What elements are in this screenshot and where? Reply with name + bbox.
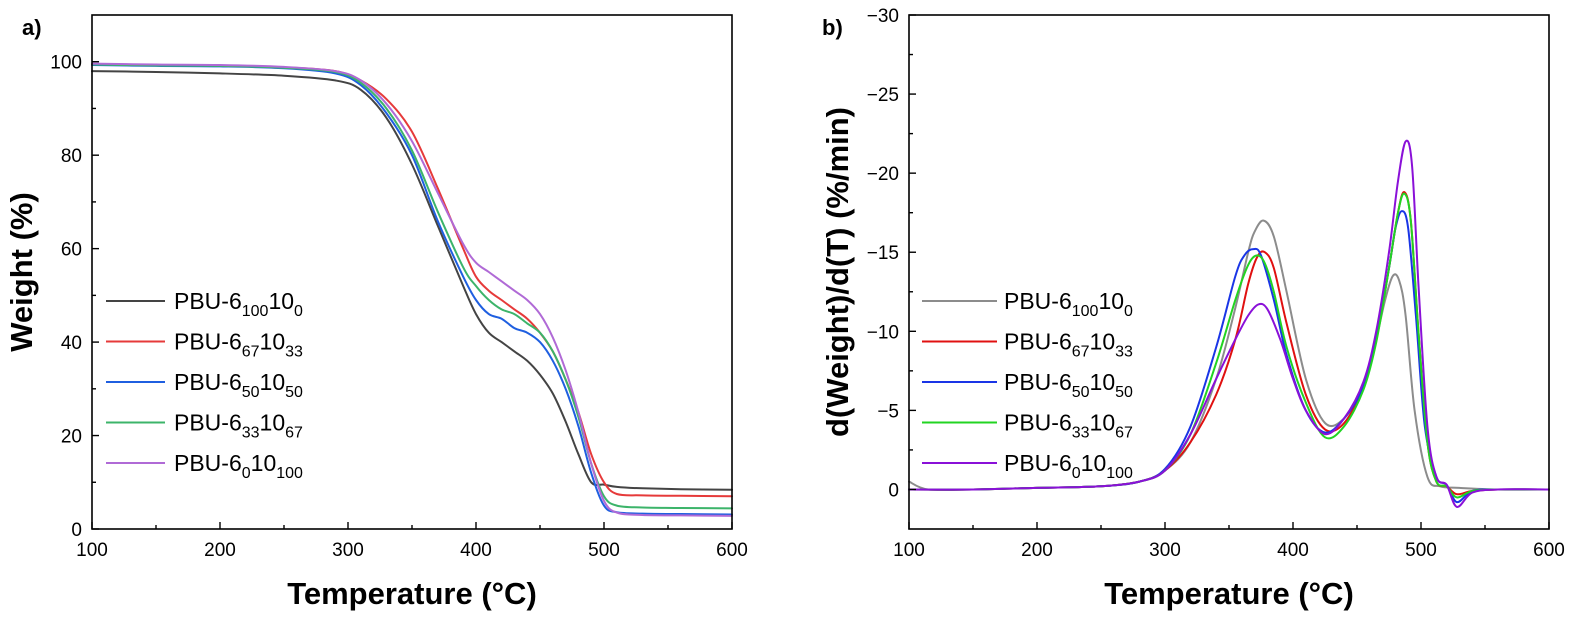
panel-a-legend: PBU-6100100 PBU-6671033 PBU-6501050 PBU-633… <box>106 288 303 482</box>
y-tick-label: −5 <box>877 401 899 422</box>
y-tick-label: −10 <box>867 322 899 343</box>
panel-a-series-line-1 <box>91 70 733 491</box>
y-tick-label: 40 <box>61 333 82 354</box>
panel-a-label: a) <box>22 15 42 40</box>
x-tick-label: 300 <box>1149 540 1181 561</box>
legend-label-5: PBU-6010100 <box>1004 450 1133 482</box>
panel-b-series-group <box>908 139 1550 508</box>
legend-label-3: PBU-6501050 <box>1004 369 1133 401</box>
panel-b-y-axis-title: d(Weight)/d(T) (%/min) <box>820 107 855 437</box>
x-tick-label: 500 <box>588 540 620 561</box>
y-tick-label: −30 <box>867 6 899 27</box>
y-tick-label: −20 <box>867 164 899 185</box>
x-tick-label: 200 <box>204 540 236 561</box>
panel-b-series-line-5 <box>908 139 1550 508</box>
panel-b-ticks: 100 200 300 400 500 600 0 −5 −10 −15 −20 −25 −30 <box>867 6 1565 561</box>
legend-label-2: PBU-6671033 <box>174 329 303 361</box>
legend-label-3: PBU-6501050 <box>174 369 303 401</box>
legend-label-1: PBU-6100100 <box>174 288 303 320</box>
panel-a-x-axis-title: Temperature (°C) <box>287 576 537 611</box>
panel-a-weight-chart: a) 100 200 300 400 500 600 0 20 40 60 80 100 Temper… <box>4 14 748 611</box>
x-tick-label: 100 <box>893 540 925 561</box>
panel-a-ticks: 100 200 300 400 500 600 0 20 40 60 80 100 <box>50 53 748 561</box>
panel-b-derivative-chart: b) 100 200 300 400 500 6000−5−10−15−20−25−30 … <box>820 6 1565 611</box>
legend-label-5: PBU-6010100 <box>174 450 303 482</box>
x-tick-label: 400 <box>460 540 492 561</box>
legend-label-2: PBU-6671033 <box>1004 329 1133 361</box>
panel-a-y-axis-title: Weight (%) <box>4 192 39 352</box>
panel-a-series-group <box>91 62 733 517</box>
y-tick-label: 0 <box>888 480 899 501</box>
x-tick-label: 600 <box>1533 540 1565 561</box>
x-tick-label: 200 <box>1021 540 1053 561</box>
legend-label-4: PBU-6331067 <box>1004 410 1133 442</box>
x-tick-label: 100 <box>76 540 108 561</box>
panel-b-label: b) <box>822 15 843 40</box>
y-tick-label: 0 <box>71 520 82 541</box>
legend-label-1: PBU-6100100 <box>1004 288 1133 320</box>
y-tick-label: −25 <box>867 85 899 106</box>
panel-b-legend: PBU-6100100 PBU-6671033 PBU-6501050 PBU-633… <box>922 288 1133 482</box>
y-tick-label: −15 <box>867 243 899 264</box>
y-tick-label: 60 <box>61 240 82 261</box>
x-tick-label: 600 <box>716 540 748 561</box>
x-tick-label: 500 <box>1405 540 1437 561</box>
x-tick-label: 400 <box>1277 540 1309 561</box>
panel-a-series-line-3 <box>91 64 733 516</box>
y-tick-label: 20 <box>61 427 82 448</box>
x-tick-label: 300 <box>332 540 364 561</box>
panel-b-x-axis-title: Temperature (°C) <box>1104 576 1354 611</box>
panel-a-series-line-5 <box>91 62 733 517</box>
legend-label-4: PBU-6331067 <box>174 410 303 442</box>
y-tick-label: 100 <box>50 53 82 74</box>
y-tick-label: 80 <box>61 146 82 167</box>
